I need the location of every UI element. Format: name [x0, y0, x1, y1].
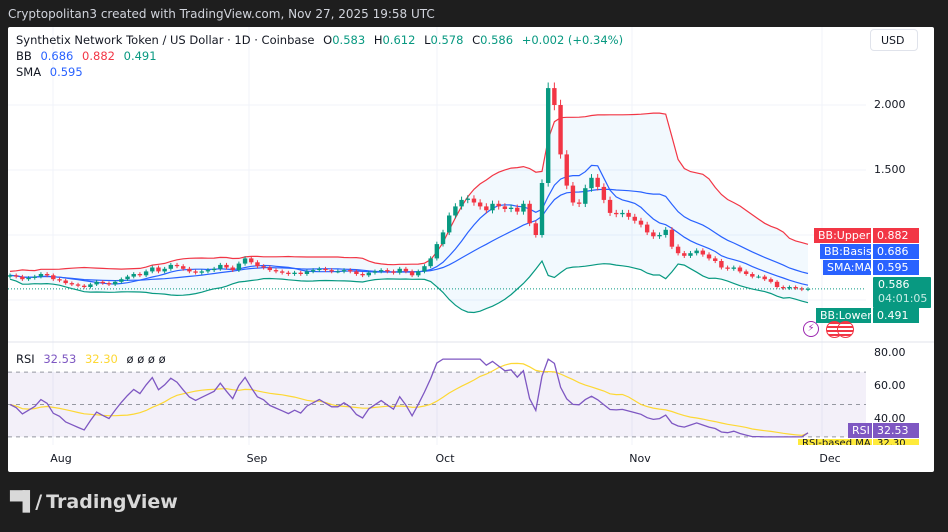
chart-panel[interactable]: Synthetix Network Token / US Dollar · 1D… [8, 27, 934, 472]
tradingview-logo[interactable]: ▀▌/ TradingView [10, 491, 178, 513]
sma-tag-name: SMA:MA [823, 260, 872, 275]
rsi-tick-80: 80.00 [874, 346, 906, 359]
high-value: 0.612 [382, 33, 416, 47]
change-value: +0.002 (+0.34%) [521, 33, 624, 47]
bb-legend[interactable]: BB 0.686 0.882 0.491 [16, 49, 157, 63]
time-label-dec: Dec [819, 452, 841, 465]
last-price-tag: 0.586 04:01:05 [873, 277, 931, 308]
rsi-tick-40: 40.00 [874, 412, 906, 425]
rsi-tag-name: RSI [848, 423, 872, 438]
chart-canvas[interactable] [8, 27, 934, 472]
time-label-aug: Aug [50, 452, 72, 465]
rsi-tick-60: 60.00 [874, 379, 906, 392]
rsi-ma-tag-name: RSI-based MA [798, 439, 872, 445]
low-value: 0.578 [430, 33, 464, 47]
bar-countdown: 04:01:05 [878, 292, 928, 305]
bb-basis-value: 0.686 [40, 49, 74, 63]
tradingview-logo-icon: ▀▌/ [10, 491, 42, 513]
bb-lower-tag-value: 0.491 [873, 308, 919, 323]
open-value: 0.583 [332, 33, 366, 47]
rsi-legend[interactable]: RSI 32.53 32.30 ø ø ø ø [16, 352, 166, 366]
rsi-ma-value: 32.30 [84, 352, 118, 366]
price-tick-1500: 1.500 [874, 163, 906, 176]
rsi-tag-value: 32.53 [873, 423, 919, 438]
bb-basis-tag-value: 0.686 [873, 244, 919, 259]
bb-upper-tag-name: BB:Upper [814, 228, 871, 243]
bb-lower-value: 0.491 [123, 49, 157, 63]
currency-button[interactable]: USD [870, 29, 918, 51]
bb-upper-tag-value: 0.882 [873, 228, 919, 243]
price-tick-2000: 2.000 [874, 98, 906, 111]
bb-basis-tag-name: BB:Basis [820, 244, 872, 259]
bb-lower-tag-name: BB:Lower [816, 308, 872, 323]
symbol-title: Synthetix Network Token / US Dollar · 1D… [16, 33, 315, 47]
sma-value: 0.595 [49, 65, 83, 79]
time-label-nov: Nov [629, 452, 651, 465]
tradingview-brand: TradingView [46, 491, 178, 513]
sma-tag-value: 0.595 [873, 260, 919, 275]
bb-upper-value: 0.882 [82, 49, 115, 63]
rsi-value: 32.53 [43, 352, 77, 366]
lightning-event-icon[interactable]: ⚡ [803, 321, 819, 337]
rsi-ma-tag-value: 32.30 [873, 439, 919, 445]
time-label-sep: Sep [246, 452, 268, 465]
us-flag-event-icon-2[interactable] [837, 321, 854, 338]
last-price-value: 0.586 [878, 278, 910, 291]
symbol-legend: Synthetix Network Token / US Dollar · 1D… [16, 33, 624, 47]
sma-legend[interactable]: SMA 0.595 [16, 65, 83, 79]
close-value: 0.586 [480, 33, 514, 47]
time-label-oct: Oct [435, 452, 455, 465]
chart-caption: Cryptopolitan3 created with TradingView.… [8, 7, 435, 21]
